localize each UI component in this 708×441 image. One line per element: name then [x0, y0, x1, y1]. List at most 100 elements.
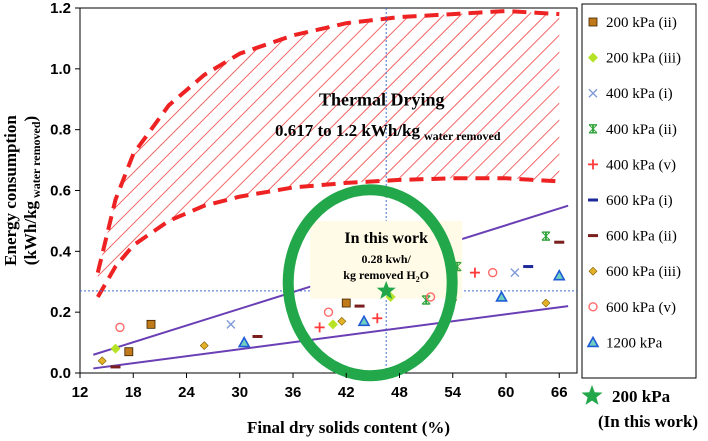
annotation-unit-main: kg removed H — [343, 268, 416, 282]
point-s7-2 — [337, 316, 347, 326]
y-tick-label-1: 0.2 — [50, 304, 71, 321]
legend-marker-0 — [588, 17, 598, 27]
x-axis-label: Final dry solids content (%) — [247, 418, 450, 437]
point-s0-1 — [146, 319, 156, 329]
legend-label-7: 600 kPa (iii) — [606, 264, 681, 280]
y-tick-label-3: 0.6 — [50, 183, 71, 200]
highlight-point-0 — [376, 280, 396, 299]
legend-label-4: 400 kPa (v) — [606, 157, 676, 173]
legend-marker-3 — [588, 124, 598, 134]
y-axis-label-unit: (kWh/kg — [21, 200, 40, 265]
thermal-drying-band — [95, 8, 560, 299]
annotation-value: 0.28 kwh/ — [362, 252, 412, 266]
y-tick-label-4: 0.8 — [50, 122, 71, 139]
axes: 12 18 24 30 36 42 48 54 60 66 0.0 0.2 0.4 0.6 0.8 1.0 1.… — [50, 0, 567, 401]
point-s1-0 — [110, 343, 121, 354]
y-tick-label-6: 1.2 — [50, 0, 71, 17]
legend-label-0: 200 kPa (ii) — [606, 15, 677, 31]
y-axis-label-end: ) — [21, 116, 40, 122]
point-s6-3 — [554, 240, 565, 244]
legend-label-8: 600 kPa (v) — [606, 300, 676, 316]
legend-highlight-sub: (In this work) — [598, 412, 698, 431]
x-tick-label-3: 30 — [231, 384, 248, 401]
thermal-range-main: 0.617 to 1.2 kWh/kg — [275, 121, 420, 140]
thermal-band-lower-curve — [96, 176, 560, 299]
y-axis-label-sub: water removed — [29, 121, 43, 198]
legend-highlight-name: 200 kPa — [612, 387, 671, 406]
y-axis-label-line2: (kWh/kg water removed) — [21, 116, 43, 265]
point-s8-0 — [115, 322, 125, 333]
legend — [581, 3, 697, 379]
x-tick-label-4: 36 — [285, 384, 302, 401]
legend-label-1: 200 kPa (iii) — [606, 51, 681, 67]
annotation-title: In this work — [344, 230, 428, 247]
thermal-band-upper-curve — [95, 8, 560, 274]
legend-label-3: 400 kPa (ii) — [606, 122, 677, 138]
legend-label-2: 400 kPa (i) — [606, 86, 673, 102]
y-axis-label-line1: Energy consumption — [1, 115, 20, 266]
point-s5-0 — [523, 265, 534, 269]
y-axis-label: Energy consumption (kWh/kg water removed) — [1, 115, 43, 266]
x-tick-label-0: 12 — [72, 384, 89, 401]
point-s7-4 — [541, 298, 551, 308]
x-tick-label-9: 66 — [551, 384, 568, 401]
point-s9-3 — [552, 269, 566, 281]
thermal-range-sub: water removed — [424, 129, 501, 143]
annotation-unit: kg removed H2O — [343, 268, 429, 284]
legend-label-9: 1200 kPa — [606, 335, 663, 351]
y-tick-label-5: 1.0 — [50, 61, 71, 78]
legend-marker-1 — [588, 52, 598, 63]
point-s3-2 — [541, 231, 551, 241]
data-points — [97, 231, 566, 369]
y-tick-label-2: 0.4 — [50, 243, 72, 260]
point-s0-2 — [341, 298, 351, 308]
legend-label-5: 600 kPa (i) — [606, 193, 673, 209]
legend-marker-6 — [588, 234, 598, 238]
y-tick-label-0: 0.0 — [50, 365, 71, 382]
point-s4-2 — [469, 267, 480, 278]
point-s6-1 — [252, 335, 263, 338]
legend-marker-7 — [588, 266, 598, 276]
legend-entries: 200 kPa (ii) 200 kPa (iii) 400 kPa (i) 400 … — [586, 15, 681, 351]
point-s8-3 — [487, 267, 498, 278]
point-s0-0 — [124, 347, 134, 357]
annotation-unit-end: O — [420, 268, 429, 282]
x-tick-label-1: 18 — [125, 384, 142, 401]
point-s7-1 — [199, 341, 209, 351]
point-s4-1 — [372, 313, 383, 324]
x-tick-label-8: 60 — [498, 384, 515, 401]
legend-marker-4 — [588, 159, 598, 170]
x-tick-label-6: 48 — [391, 384, 408, 401]
legend-star-shape — [581, 385, 603, 405]
point-s8-2 — [425, 292, 436, 302]
legend-marker-8 — [588, 302, 598, 312]
x-tick-label-5: 42 — [338, 384, 355, 401]
point-s1-1 — [327, 319, 338, 330]
x-tick-label-7: 54 — [444, 384, 461, 401]
point-s2-1 — [510, 268, 520, 278]
point-s9-0 — [237, 335, 251, 348]
point-s8-1 — [323, 307, 334, 317]
thermal-drying-title: Thermal Drying — [319, 89, 445, 109]
thermal-band-hatch — [97, 11, 560, 297]
legend-marker-5 — [588, 198, 598, 202]
trend-line-lower — [93, 305, 569, 370]
point-s7-0 — [97, 356, 107, 366]
legend-marker-2 — [588, 88, 598, 98]
legend-marker-9 — [586, 335, 600, 348]
highlight-circle — [282, 184, 458, 382]
legend-highlight-entry: 200 kPa (In this work) — [581, 385, 698, 431]
point-s9-1 — [357, 314, 371, 327]
point-s4-0 — [314, 322, 325, 333]
legend-label-6: 600 kPa (ii) — [606, 229, 677, 245]
annotation-unit-sub: 2 — [416, 275, 420, 284]
point-s6-2 — [354, 304, 365, 308]
point-s9-2 — [495, 290, 508, 302]
point-s6-0 — [110, 365, 121, 369]
point-s2-0 — [226, 319, 236, 329]
x-tick-label-2: 24 — [178, 384, 195, 401]
legend-star-marker — [581, 385, 603, 405]
thermal-drying-range: 0.617 to 1.2 kWh/kg water removed — [275, 121, 501, 143]
